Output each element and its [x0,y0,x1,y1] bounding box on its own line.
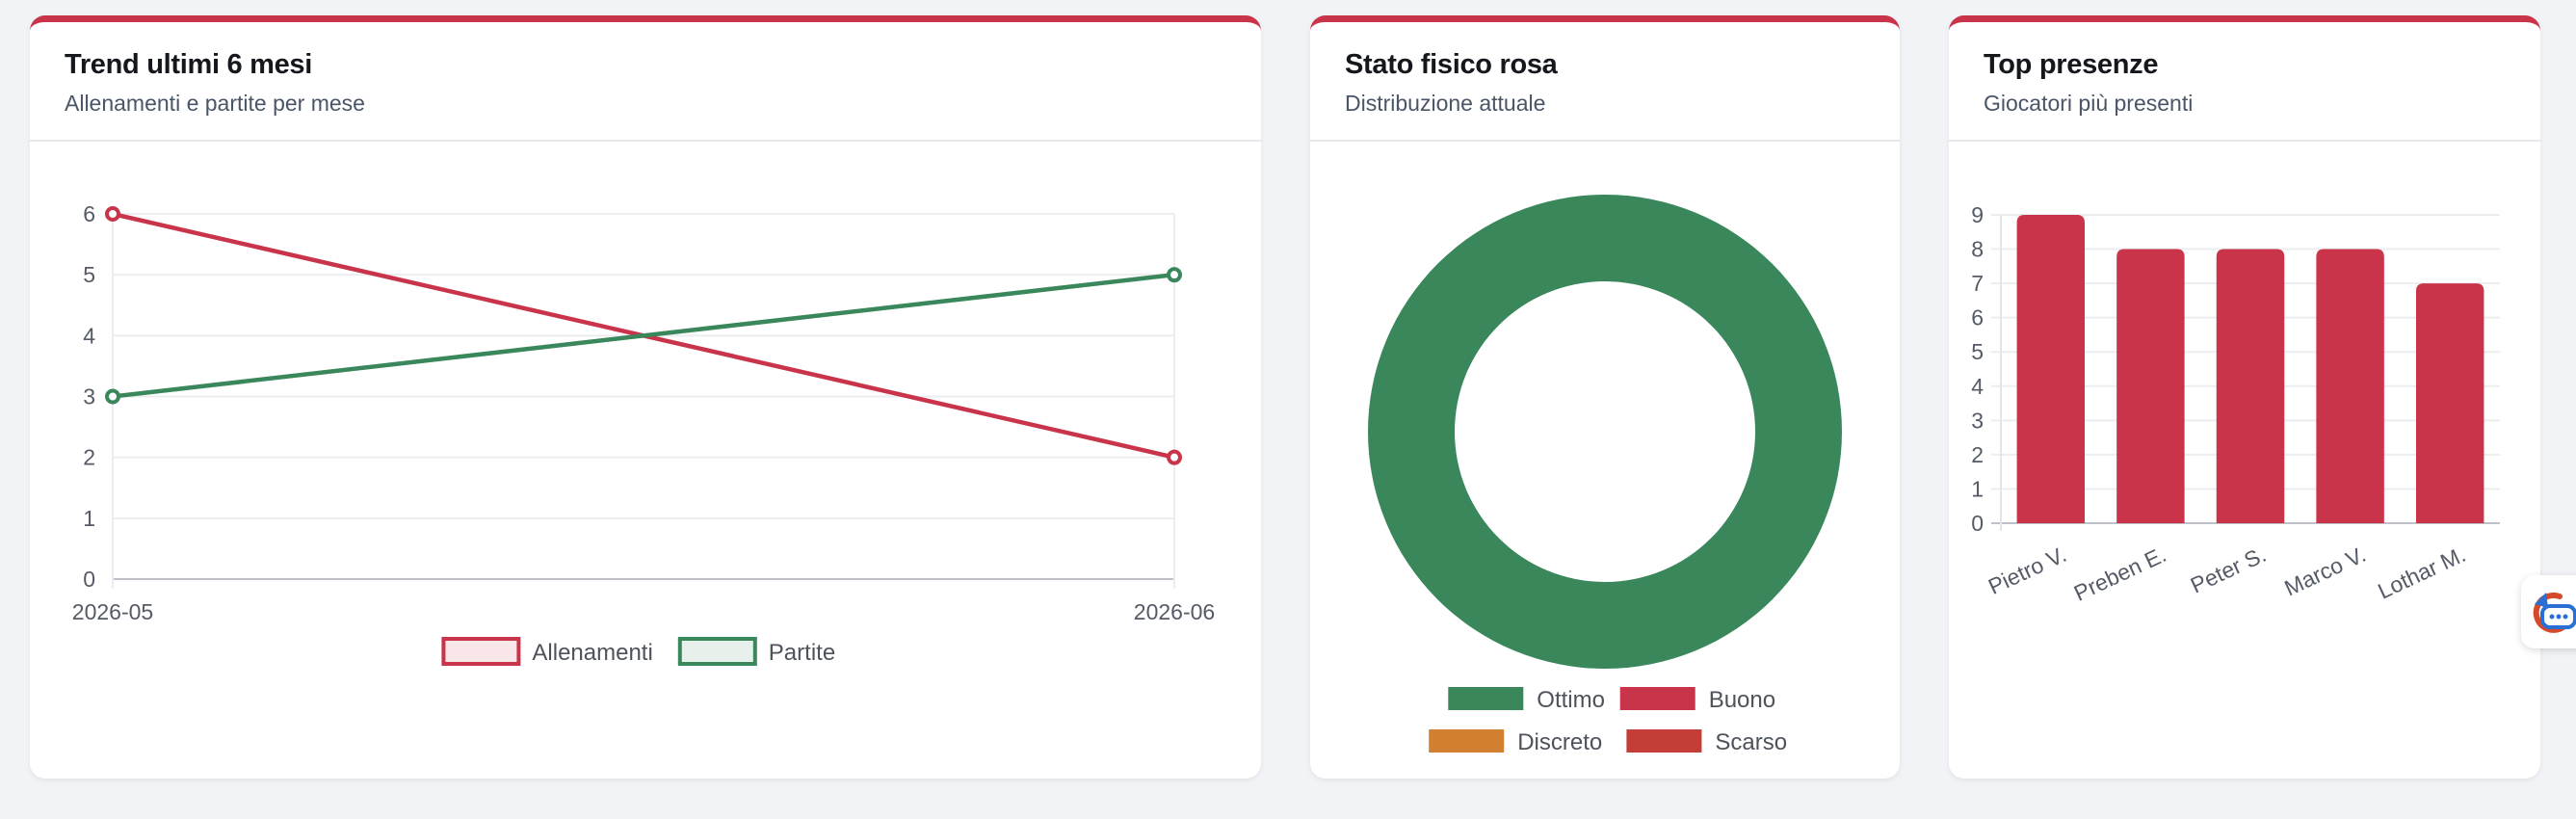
bar[interactable] [2316,249,2384,523]
y-tick-label: 6 [1971,305,1984,330]
stato-card-title: Stato fisico rosa [1345,49,1558,80]
x-tick-label: Marco V. [2280,542,2369,601]
x-tick-label: Preben E. [2070,542,2170,606]
y-tick-label: 0 [1971,511,1984,536]
stato-card-subtitle: Distribuzione attuale [1345,91,1546,116]
legend-swatch[interactable] [677,637,757,666]
y-tick-label: 2 [83,445,95,470]
legend-label[interactable]: Scarso [1715,729,1787,755]
trend-card-subtitle: Allenamenti e partite per mese [65,91,365,116]
y-tick-label: 0 [83,567,95,592]
data-point[interactable] [1167,449,1182,465]
legend-label[interactable]: Allenamenti [532,640,652,666]
data-point[interactable] [1167,267,1182,283]
y-tick-label: 2 [1971,442,1984,467]
donut-slice-ottimo[interactable] [1368,195,1842,669]
legend-swatch[interactable] [1429,729,1505,753]
bar[interactable] [2216,249,2285,523]
refresh-chat-icon [2533,592,2576,633]
y-tick-label: 5 [1971,339,1984,364]
y-tick-label: 7 [1971,271,1984,296]
legend-swatch[interactable] [1626,729,1702,753]
x-tick-label: Lothar M. [2374,542,2469,604]
legend-swatch[interactable] [441,637,521,666]
legend-label[interactable]: Discreto [1517,729,1602,755]
stato-donut-chart[interactable]: Ottimo Buono Discreto Scarso [1310,144,1900,770]
data-point[interactable] [105,206,120,222]
trend-card: Trend ultimi 6 mesi Allenamenti e partit… [30,15,1261,779]
y-tick-label: 9 [1971,202,1984,227]
trend-card-header: Trend ultimi 6 mesi Allenamenti e partit… [30,22,1261,142]
bar[interactable] [2415,283,2484,523]
top-card-header: Top presenze Giocatori più presenti [1949,22,2540,142]
trend-line-chart[interactable]: 0 1 2 3 4 5 6 2026-05 2026-06 Allenamenti Partit… [30,144,1261,770]
y-tick-label: 1 [83,506,95,531]
top-bar-chart[interactable]: 0 1 2 3 4 5 6 7 8 9 Pietro V. Preben E. Peter S. Mar… [1949,144,2540,770]
floating-widget-button[interactable] [2521,575,2576,648]
legend-label[interactable]: Partite [769,640,835,666]
stato-card: Stato fisico rosa Distribuzione attuale … [1310,15,1900,779]
data-point[interactable] [105,388,120,405]
y-tick-label: 3 [1971,408,1984,433]
y-tick-label: 3 [83,384,95,410]
legend-label[interactable]: Buono [1709,687,1775,713]
trend-card-title: Trend ultimi 6 mesi [65,49,312,80]
y-tick-label: 1 [1971,476,1984,501]
x-tick-label: Pietro V. [1985,542,2070,599]
legend-swatch[interactable] [1619,687,1695,710]
series-line-partite [112,272,1175,399]
legend-swatch[interactable] [1448,687,1524,710]
y-tick-label: 4 [1971,374,1984,399]
bar[interactable] [2016,215,2086,523]
top-card-title: Top presenze [1984,49,2159,80]
top-card-subtitle: Giocatori più presenti [1984,91,2194,116]
y-tick-label: 4 [83,323,95,348]
top-card: Top presenze Giocatori più presenti 0 1 2 3… [1949,15,2540,779]
stato-card-header: Stato fisico rosa Distribuzione attuale [1310,22,1900,142]
x-tick-label: 2026-05 [72,599,153,624]
x-tick-label: Peter S. [2187,542,2270,598]
bar[interactable] [2116,249,2185,523]
y-tick-label: 8 [1971,237,1984,262]
y-tick-label: 6 [83,201,95,226]
legend-label[interactable]: Ottimo [1537,687,1605,713]
y-tick-label: 5 [83,262,95,287]
x-tick-label: 2026-06 [1134,599,1215,624]
